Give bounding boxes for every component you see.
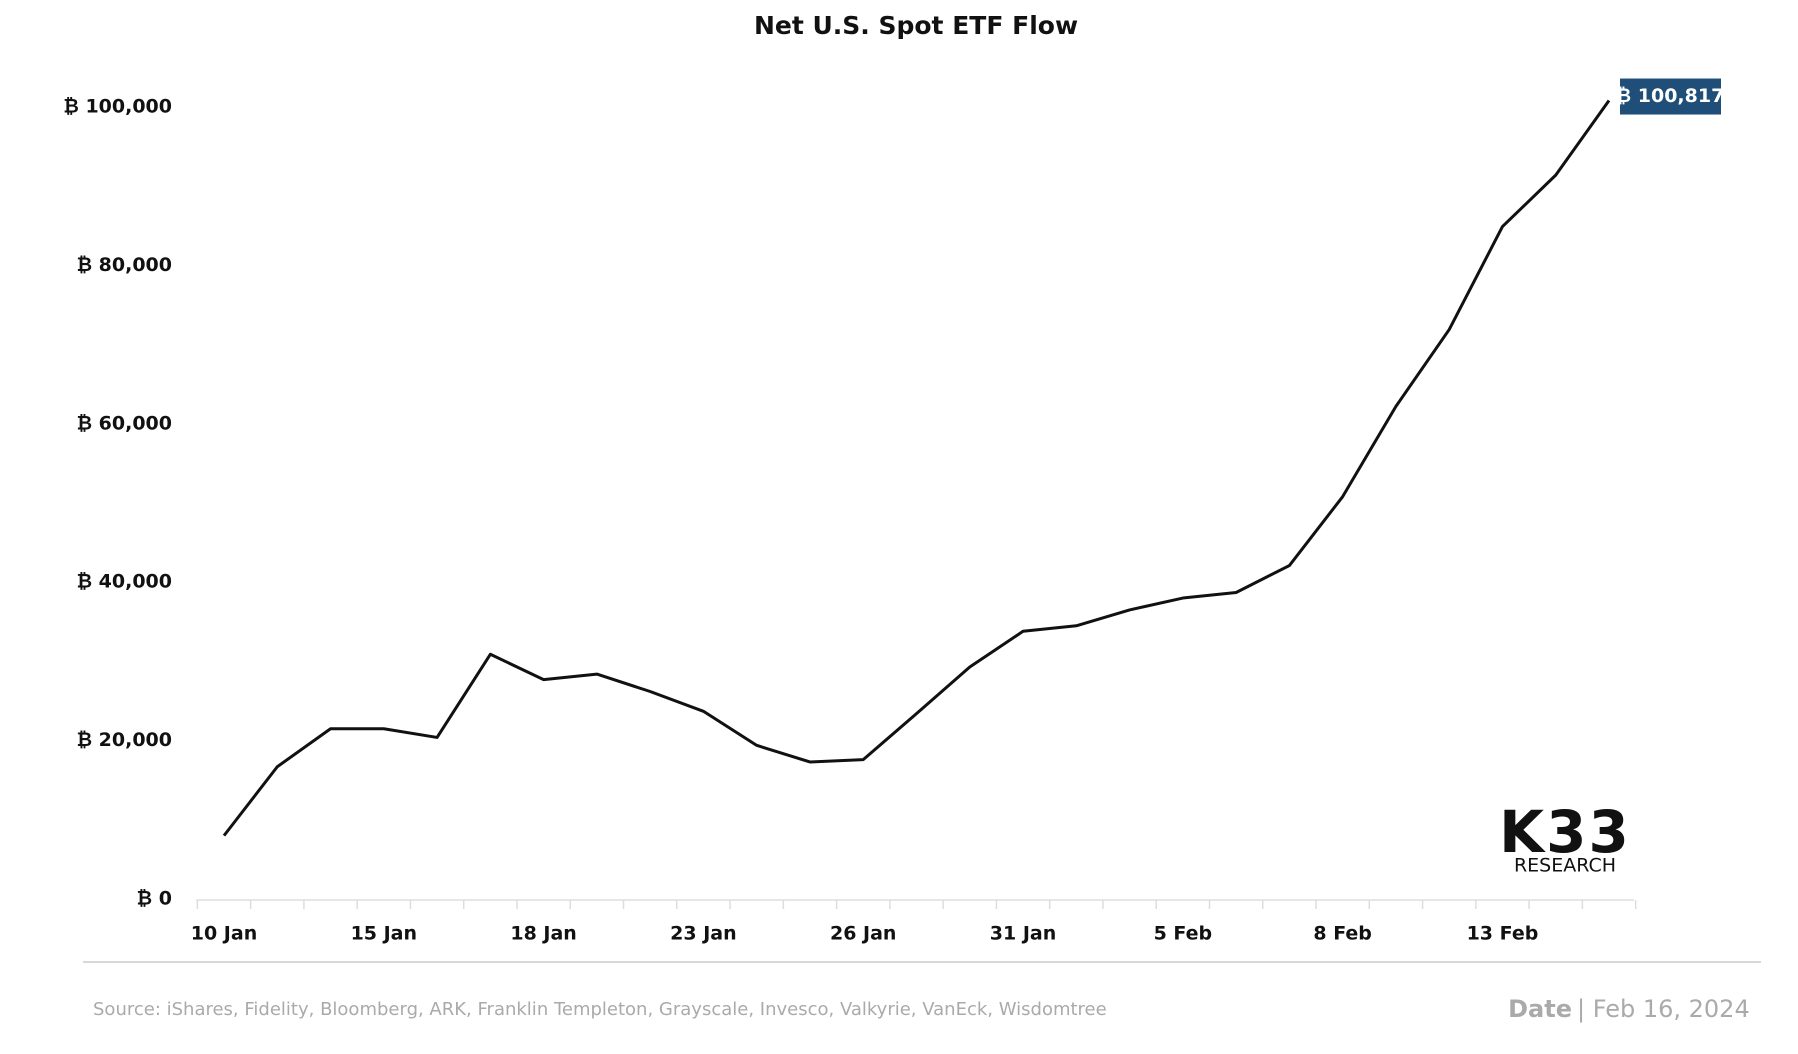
x-tick-label: 15 Jan <box>351 923 417 945</box>
value-label: ₿ 100,817 <box>1616 85 1725 107</box>
y-tick-label: ₿ 0 <box>137 888 172 910</box>
source: Source: iShares, Fidelity, Bloomberg, AR… <box>93 999 1107 1020</box>
y-tick-label: ₿ 60,000 <box>77 412 172 434</box>
x-tick-label: 31 Jan <box>990 923 1056 945</box>
logo: K33 <box>1499 798 1631 866</box>
value-label-box <box>1620 78 1721 115</box>
x-tick-label: 10 Jan <box>191 923 257 945</box>
y-tick-label: ₿ 40,000 <box>77 571 172 593</box>
logo-subtitle: RESEARCH <box>1514 855 1616 877</box>
x-tick-label: 18 Jan <box>510 923 576 945</box>
line <box>222 99 1611 837</box>
x-tick-label: 8 Feb <box>1313 923 1372 945</box>
date-label: Date <box>1508 995 1572 1023</box>
y-tick-label: ₿ 80,000 <box>77 254 172 276</box>
date: | Feb 16, 2024 <box>1577 995 1750 1023</box>
y-tick-label: ₿ 20,000 <box>77 729 172 751</box>
x-tick-label: 23 Jan <box>670 923 736 945</box>
x-tick-label: 13 Feb <box>1467 923 1539 945</box>
x-tick-label: 5 Feb <box>1154 923 1213 945</box>
y-tick-label: ₿ 100,000 <box>63 96 172 118</box>
x-tick-label: 26 Jan <box>830 923 896 945</box>
chart-title: Net U.S. Spot ETF Flow <box>754 11 1078 40</box>
